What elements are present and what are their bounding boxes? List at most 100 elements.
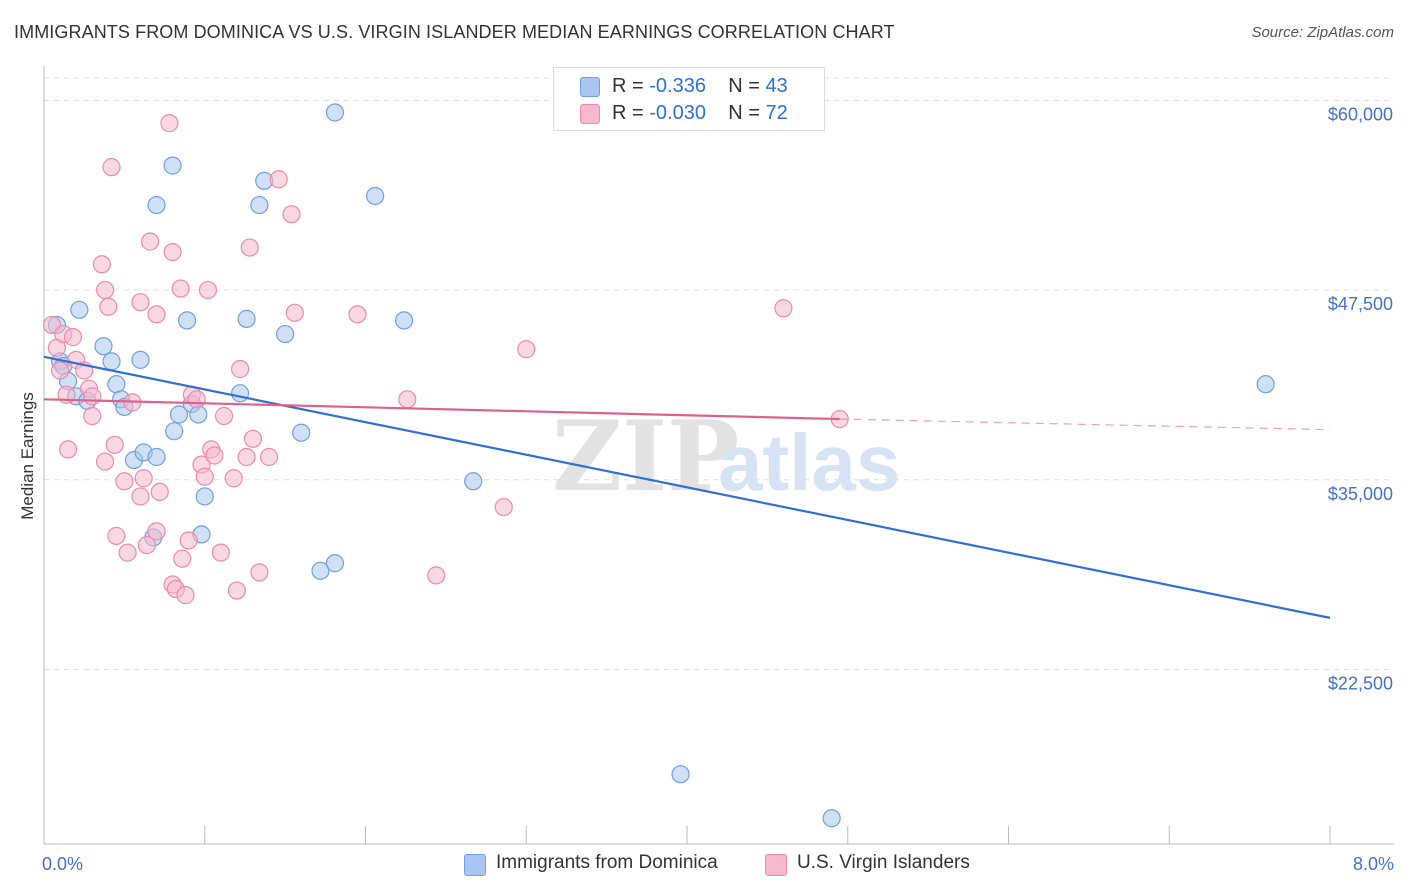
point-virgin-islanders <box>211 543 230 562</box>
point-virgin-islanders <box>517 340 536 359</box>
point-dominica <box>94 337 113 356</box>
point-virgin-islanders <box>173 549 192 568</box>
point-virgin-islanders <box>160 114 179 133</box>
point-virgin-islanders <box>176 586 195 605</box>
point-virgin-islanders <box>118 543 137 562</box>
point-dominica <box>177 311 197 330</box>
watermark-zip: ZIP <box>552 400 739 513</box>
point-virgin-islanders <box>102 158 121 177</box>
point-virgin-islanders <box>63 328 83 347</box>
legend-r-label: R = <box>612 75 650 97</box>
point-dominica <box>325 103 345 122</box>
point-virgin-islanders <box>171 279 190 298</box>
point-dominica <box>311 561 330 580</box>
point-dominica <box>292 423 311 442</box>
trend-line-virgin-islanders <box>43 398 840 421</box>
point-virgin-islanders <box>214 406 234 426</box>
point-dominica <box>325 554 345 573</box>
point-virgin-islanders <box>131 293 150 312</box>
point-virgin-islanders <box>250 563 269 582</box>
point-dominica <box>231 384 250 403</box>
point-dominica <box>237 309 256 328</box>
y-tick-label: $22,500 <box>1328 673 1393 693</box>
point-virgin-islanders <box>95 452 115 471</box>
legend-row-virgin-islanders: R = -0.030 N = 72 <box>554 101 824 127</box>
point-virgin-islanders <box>59 440 78 459</box>
point-dominica <box>464 472 483 491</box>
point-virgin-islanders <box>163 243 182 262</box>
chart-title: IMMIGRANTS FROM DOMINICA VS U.S. VIRGIN … <box>14 22 895 42</box>
y-tick-label: $47,500 <box>1328 294 1393 314</box>
axes <box>43 66 1394 845</box>
point-virgin-islanders <box>107 526 126 546</box>
point-dominica <box>147 195 166 215</box>
point-dominica <box>195 487 214 506</box>
y-tick-label: $35,000 <box>1328 484 1393 504</box>
point-virgin-islanders <box>427 566 446 585</box>
legend-n-value: 43 <box>765 75 788 97</box>
legend-r-label: R = <box>612 102 650 124</box>
point-virgin-islanders <box>150 482 169 502</box>
point-virgin-islanders <box>50 361 70 380</box>
legend-swatch-virgin-islanders <box>580 104 600 124</box>
bottom-label-dominica: Immigrants from Dominica <box>496 852 718 873</box>
point-virgin-islanders <box>140 232 160 251</box>
point-virgin-islanders <box>243 429 263 448</box>
point-dominica <box>147 447 166 467</box>
x-tick-label: 8.0% <box>1353 854 1394 874</box>
point-virgin-islanders <box>348 305 367 324</box>
point-virgin-islanders <box>134 469 153 488</box>
point-dominica <box>102 352 121 371</box>
point-virgin-islanders <box>137 535 156 555</box>
point-dominica <box>366 186 385 206</box>
point-virgin-islanders <box>240 238 259 257</box>
data-points <box>42 103 1275 828</box>
point-virgin-islanders <box>195 467 214 486</box>
point-virgin-islanders <box>237 447 256 467</box>
point-virgin-islanders <box>105 435 124 454</box>
point-virgin-islanders <box>269 170 288 189</box>
point-virgin-islanders <box>147 305 166 324</box>
point-virgin-islanders <box>92 255 111 274</box>
point-virgin-islanders <box>83 406 102 426</box>
point-virgin-islanders <box>95 280 115 300</box>
point-virgin-islanders <box>179 531 198 550</box>
trend-line-virgin-islanders-extension <box>839 418 1331 431</box>
point-virgin-islanders <box>224 469 243 488</box>
trend-line-dominica <box>43 355 1331 619</box>
point-virgin-islanders <box>227 581 246 600</box>
point-dominica <box>107 375 126 394</box>
point-dominica <box>822 809 841 828</box>
x-tick-label: 0.0% <box>42 854 83 874</box>
legend-row-dominica: R = -0.336 N = 43 <box>554 74 824 100</box>
legend-swatch-dominica <box>580 77 600 97</box>
watermark-atlas: atlas <box>718 418 900 507</box>
point-virgin-islanders <box>187 390 206 409</box>
trend-lines <box>43 355 1331 619</box>
point-virgin-islanders <box>147 522 166 541</box>
point-dominica <box>1256 375 1275 394</box>
point-dominica <box>131 350 150 369</box>
correlation-legend: R = -0.336 N = 43 R = -0.030 N = 72 <box>553 67 825 131</box>
point-dominica <box>394 311 414 330</box>
y-axis-label: Median Earnings <box>18 392 37 520</box>
bottom-swatch-dominica <box>464 854 486 876</box>
y-tick-label: $60,000 <box>1328 104 1393 124</box>
point-dominica <box>165 422 184 441</box>
legend-r-value: -0.336 <box>649 75 706 97</box>
point-virgin-islanders <box>198 280 218 300</box>
point-virgin-islanders <box>282 205 301 224</box>
point-dominica <box>169 405 189 424</box>
source-credit: Source: ZipAtlas.com <box>1251 24 1394 41</box>
x-tick-labels: 0.0% 8.0% <box>42 854 1394 874</box>
point-dominica <box>189 405 208 424</box>
watermark: ZIP atlas <box>552 400 900 513</box>
point-virgin-islanders <box>205 446 224 465</box>
point-virgin-islanders <box>99 297 118 316</box>
point-dominica <box>671 765 690 784</box>
legend-n-label: N = <box>728 75 766 97</box>
legend-r-value: -0.030 <box>649 102 706 124</box>
point-virgin-islanders <box>398 390 417 409</box>
bottom-label-virgin-islanders: U.S. Virgin Islanders <box>797 852 970 873</box>
